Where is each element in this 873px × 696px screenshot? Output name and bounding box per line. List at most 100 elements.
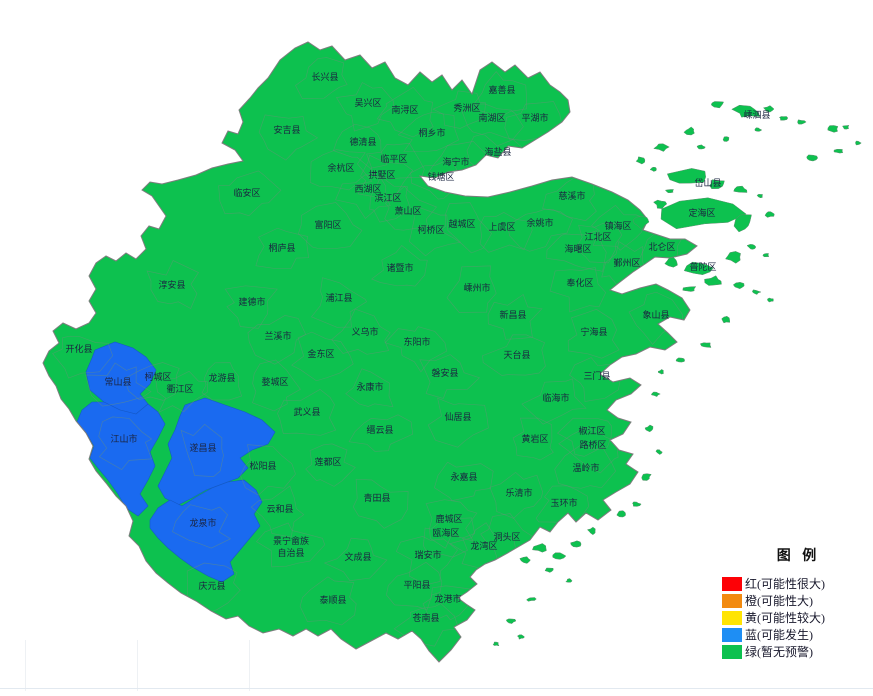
county-label: 镇海区 — [604, 220, 631, 231]
county-label: 安吉县 — [273, 124, 300, 135]
legend-color-swatch — [722, 593, 742, 608]
county-label: 云和县 — [266, 504, 293, 514]
island — [833, 149, 844, 154]
county-label: 嘉善县 — [488, 84, 515, 95]
island — [711, 101, 724, 109]
county-label: 德清县 — [349, 136, 376, 147]
island — [532, 543, 547, 553]
county-label: 三门县 — [583, 370, 610, 381]
county-label: 余杭区 — [327, 162, 354, 173]
island — [516, 634, 526, 640]
county-label: 松阳县 — [249, 460, 276, 471]
county-label: 泰顺县 — [319, 594, 346, 605]
county-label: 金东区 — [307, 348, 334, 359]
county-label: 永嘉县 — [450, 471, 477, 482]
county-label: 文成县 — [344, 551, 371, 562]
county-region-blue[interactable] — [149, 479, 263, 583]
county-label: 江山市 — [110, 433, 137, 444]
island — [704, 275, 722, 286]
legend-item-label: 黄(可能性较大) — [745, 611, 825, 625]
island — [699, 342, 712, 348]
county-label: 龙泉市 — [189, 517, 216, 528]
legend-color-swatch — [722, 576, 742, 591]
island — [505, 618, 517, 624]
county-label: 平阳县 — [403, 580, 430, 590]
county-label: 柯城区 — [144, 371, 171, 382]
island — [797, 119, 807, 125]
county-label: 普陀区 — [689, 261, 716, 272]
province-outline — [42, 41, 698, 663]
county-label: 平湖市 — [521, 112, 548, 123]
county-label: 衢江区 — [166, 383, 193, 394]
county-label: 秀洲区 — [453, 102, 480, 113]
island — [664, 189, 675, 193]
county-label: 吴兴区 — [354, 98, 381, 108]
legend-items: 红(可能性很大) 橙(可能性大) 黄(可能性较大) 蓝(可能发生) 绿(暂无预警) — [722, 575, 867, 660]
island — [653, 143, 670, 152]
county-label: 天台县 — [503, 349, 530, 360]
island — [683, 126, 695, 136]
county-label: 建德市 — [238, 296, 265, 307]
county-region-blue[interactable] — [76, 401, 166, 517]
county-label: 宁海县 — [580, 326, 607, 337]
county-label: 缙云县 — [366, 424, 393, 435]
county-label: 西湖区 — [354, 184, 381, 194]
province-body[interactable] — [43, 42, 697, 662]
county-label: 黄岩区 — [521, 433, 548, 444]
island — [544, 567, 554, 573]
county-label: 拱墅区 — [368, 169, 395, 180]
island — [635, 156, 646, 165]
islands — [492, 101, 862, 647]
county-label: 瑞安市 — [414, 549, 441, 560]
island — [746, 244, 757, 250]
county-label: 武义县 — [293, 406, 320, 417]
county-label: 玉环市 — [550, 497, 577, 508]
page-gridline — [25, 640, 26, 691]
county-label: 苍南县 — [412, 612, 439, 623]
island — [649, 166, 657, 172]
legend-item-label: 绿(暂无预警) — [745, 645, 813, 659]
island — [632, 501, 642, 507]
island — [806, 154, 818, 162]
island — [721, 316, 731, 324]
county-label: 青田县 — [363, 492, 390, 503]
island — [526, 597, 537, 602]
island — [732, 282, 745, 289]
island — [675, 357, 685, 363]
county-label: 仙居县 — [444, 411, 471, 422]
county-label: 洞头区 — [493, 532, 520, 542]
island — [756, 194, 763, 199]
county-label: 海宁市 — [442, 156, 469, 167]
county-label: 定海区 — [688, 207, 715, 218]
county-label: 新昌县 — [499, 309, 526, 320]
county-label: 温岭市 — [572, 462, 599, 473]
legend-color-swatch — [722, 610, 742, 625]
island — [492, 641, 500, 647]
county-label: 椒江区 — [578, 425, 605, 436]
county-label: 莲都区 — [314, 456, 341, 467]
county-label: 海盐县 — [484, 146, 511, 157]
island — [586, 526, 596, 536]
island — [752, 289, 762, 295]
island — [683, 261, 714, 275]
legend-item-label: 橙(可能性大) — [745, 594, 813, 608]
county-label: 磐安县 — [431, 367, 458, 378]
county-label: 路桥区 — [579, 439, 606, 450]
island — [657, 369, 664, 375]
island — [722, 136, 730, 142]
county-label: 淳安县 — [158, 279, 185, 290]
legend-item: 红(可能性很大) — [722, 575, 867, 592]
page-gridline — [249, 640, 250, 691]
county-label: 岱山县 — [694, 177, 721, 188]
county-label: 兰溪市 — [264, 330, 291, 341]
island — [570, 540, 582, 548]
county-label: 柯桥区 — [417, 224, 444, 235]
county-label: 嵊泗县 — [743, 109, 770, 120]
island — [733, 185, 748, 193]
county-label: 南湖区 — [478, 112, 505, 123]
island — [709, 179, 725, 189]
island — [641, 473, 652, 481]
page-gridline — [137, 640, 138, 691]
